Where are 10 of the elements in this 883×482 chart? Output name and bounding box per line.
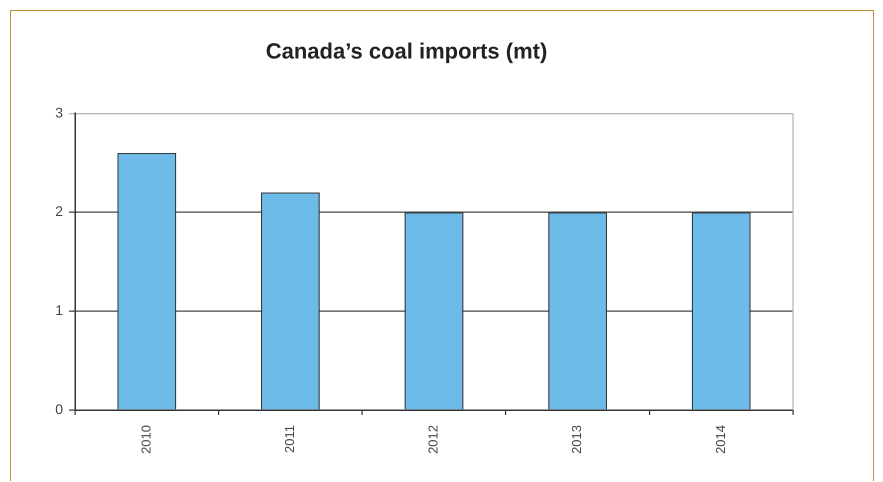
y-tick-label: 3	[55, 104, 64, 120]
x-tick-label: 2012	[426, 425, 441, 454]
chart-title: Canada’s coal imports (mt)	[266, 38, 548, 64]
x-tick-label: 2013	[569, 425, 584, 454]
y-tick-label: 1	[55, 302, 64, 318]
y-tick-label: 0	[55, 400, 64, 417]
x-tick-label: 2011	[282, 425, 297, 453]
x-tick-label: 2010	[138, 425, 154, 454]
y-tick-label: 2	[55, 203, 64, 220]
x-tick-label: 2014	[712, 425, 728, 454]
